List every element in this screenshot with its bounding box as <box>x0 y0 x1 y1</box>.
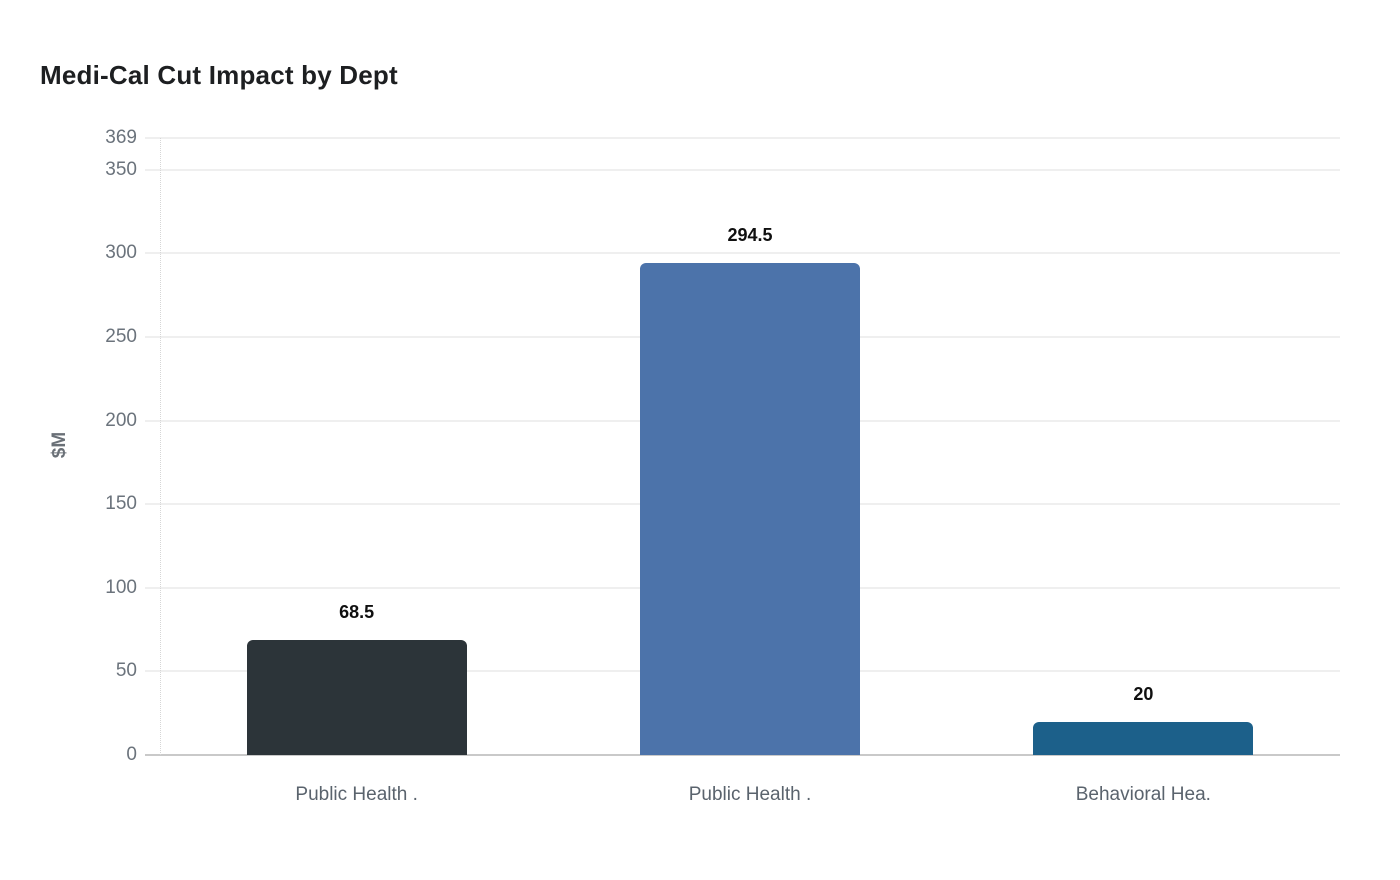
y-tick-label: 150 <box>105 493 137 515</box>
gridline <box>145 168 1340 171</box>
chart-title: Medi-Cal Cut Impact by Dept <box>40 60 398 90</box>
bar-value-label: 68.5 <box>339 602 375 623</box>
bar <box>246 640 467 755</box>
x-axis-baseline <box>145 754 1340 756</box>
y-tick-label: 50 <box>115 660 137 682</box>
y-tick-label: 200 <box>105 409 137 431</box>
bar <box>640 262 860 755</box>
bar <box>1033 721 1254 755</box>
gridline <box>145 252 1340 255</box>
y-tick-label: 350 <box>105 158 137 180</box>
y-tick-label: 0 <box>126 744 137 765</box>
y-tick-label: 100 <box>105 576 137 598</box>
y-tick-label: 369 <box>105 127 137 148</box>
x-tick-label: Public Health . <box>295 784 418 805</box>
bar-value-label: 20 <box>1133 683 1154 704</box>
x-tick-label: Behavioral Hea. <box>1075 784 1211 805</box>
y-tick-label: 250 <box>105 325 137 347</box>
y-tick-label: 300 <box>105 242 137 264</box>
x-tick-label: Public Health . <box>688 784 812 805</box>
bar-value-label: 294.5 <box>727 224 773 245</box>
y-axis-line <box>160 138 161 755</box>
gridline <box>145 137 1340 139</box>
